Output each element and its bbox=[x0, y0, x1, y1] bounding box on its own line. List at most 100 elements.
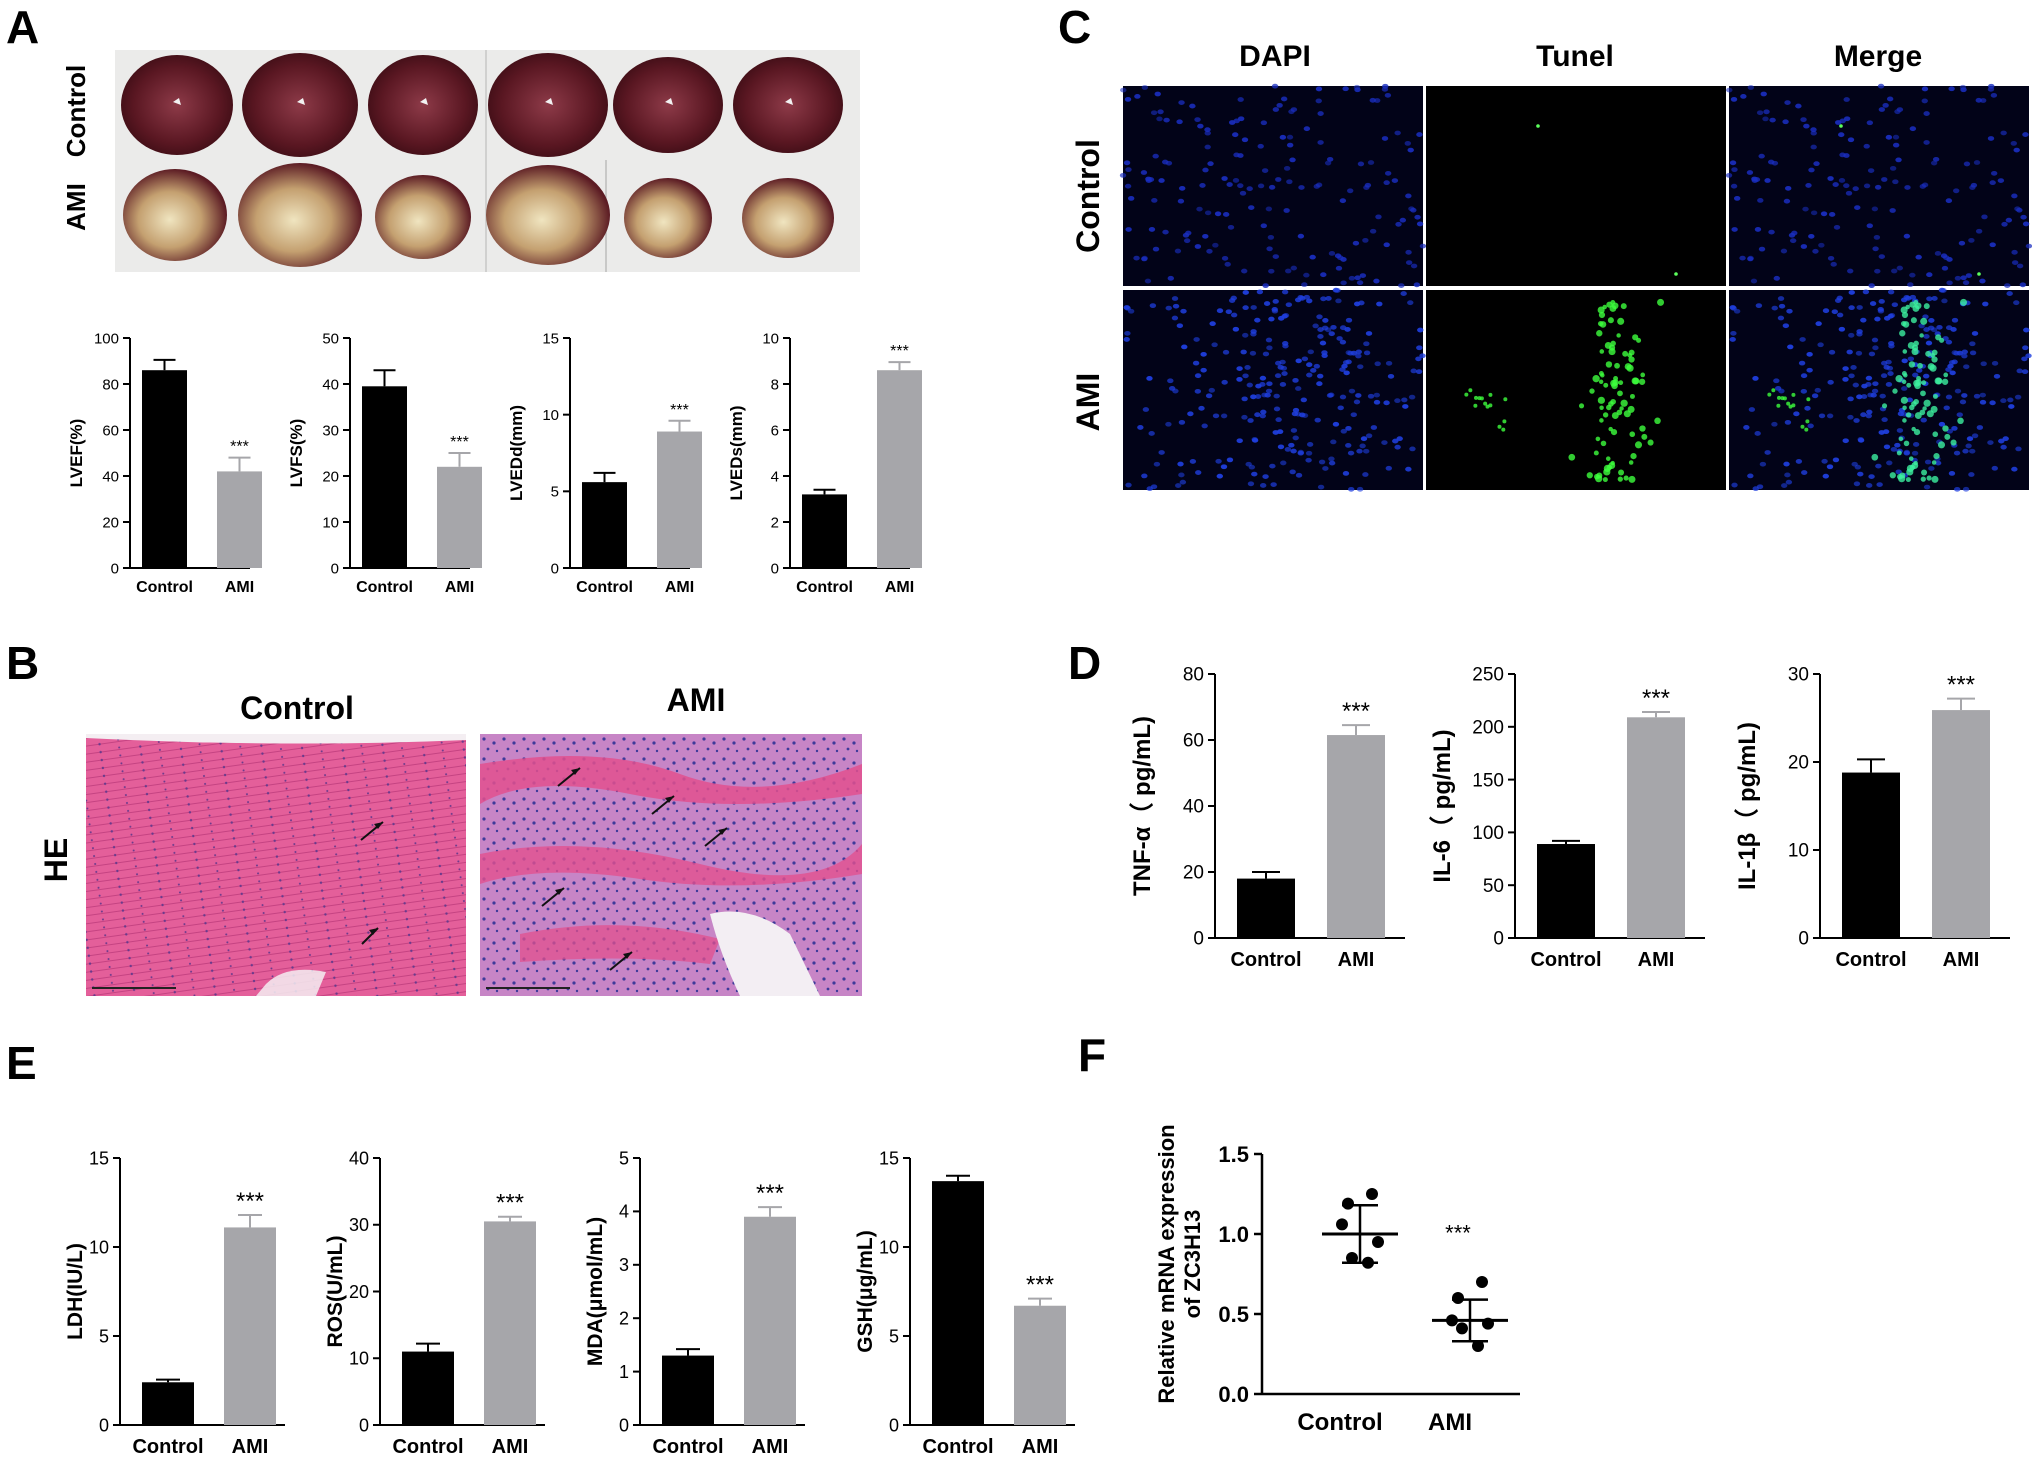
he-control-drawing bbox=[86, 734, 466, 996]
fluor-tile-merge-ami bbox=[1729, 287, 2032, 492]
e0-tick-label-2: 10 bbox=[89, 1237, 109, 1257]
d0-tick-label-1: 20 bbox=[1183, 863, 1204, 884]
e1-significance-ami: *** bbox=[496, 1190, 524, 1217]
e2-tick-label-5: 5 bbox=[619, 1148, 629, 1168]
a1-tick-label-5: 50 bbox=[322, 330, 339, 347]
fluor-tile-merge-control bbox=[1725, 83, 2032, 289]
d1-tick-label-5: 250 bbox=[1472, 665, 1504, 686]
e1-bar-control bbox=[402, 1351, 454, 1425]
a1-tick-label-2: 20 bbox=[322, 468, 339, 485]
a0-significance-ami: *** bbox=[230, 439, 249, 456]
a1-y-axis-label: LVFS(%) bbox=[287, 419, 306, 488]
chart-ros: 0 10 20 30 40 Control AMI *** ROS(U/mL) bbox=[324, 1148, 545, 1458]
d2-tick-label-0: 0 bbox=[1798, 929, 1809, 950]
d1-tick-label-3: 150 bbox=[1472, 770, 1504, 791]
a2-significance-ami: *** bbox=[670, 402, 689, 419]
d1-tick-label-0: 0 bbox=[1493, 929, 1504, 950]
a0-tick-label-5: 100 bbox=[94, 330, 119, 347]
a2-category-label-ami: AMI bbox=[665, 579, 694, 596]
a3-tick-label-3: 6 bbox=[771, 422, 779, 439]
e2-bar-control bbox=[662, 1355, 714, 1425]
e2-significance-ami: *** bbox=[756, 1180, 784, 1207]
a3-tick-label-2: 4 bbox=[771, 468, 779, 485]
f-tick-label-2: 1.0 bbox=[1218, 1222, 1249, 1247]
d0-y-axis-label: TNF-α（ pg/mL) bbox=[1129, 716, 1156, 896]
col-label-ami-b: AMI bbox=[666, 682, 726, 718]
e0-significance-ami: *** bbox=[236, 1188, 264, 1215]
f-point-control-4 bbox=[1346, 1252, 1358, 1264]
d0-tick-label-4: 80 bbox=[1183, 665, 1204, 686]
e2-category-label-control: Control bbox=[652, 1436, 723, 1458]
d1-tick-label-1: 50 bbox=[1483, 876, 1504, 897]
d1-y-axis-label: IL-6（ pg/mL) bbox=[1429, 729, 1456, 882]
a1-tick-label-0: 0 bbox=[331, 560, 339, 577]
a1-tick-label-4: 40 bbox=[322, 376, 339, 393]
he-control-image bbox=[86, 734, 466, 996]
d2-tick-label-3: 30 bbox=[1788, 665, 1809, 686]
e2-tick-label-4: 4 bbox=[619, 1202, 629, 1222]
f-point-control-1 bbox=[1342, 1197, 1354, 1210]
row-label-control-c: Control bbox=[1070, 139, 1106, 253]
row-label-ami-c: AMI bbox=[1070, 372, 1106, 432]
e3-tick-label-1: 5 bbox=[889, 1326, 899, 1346]
a3-significance-ami: *** bbox=[890, 343, 909, 360]
chart-tnf-alpha: 0 20 40 60 80 Control AMI *** TNF-α（ pg/mL) bbox=[1129, 665, 1405, 971]
e1-y-axis-label: ROS(U/mL) bbox=[324, 1236, 347, 1348]
a0-bar-control bbox=[142, 370, 187, 568]
d0-tick-label-0: 0 bbox=[1193, 929, 1204, 950]
e2-tick-label-3: 3 bbox=[619, 1255, 629, 1275]
e2-category-label-ami: AMI bbox=[752, 1436, 789, 1458]
e1-tick-label-4: 40 bbox=[349, 1148, 369, 1168]
chart-gsh: 0 5 10 15 Control AMI *** GSH(μg/mL) bbox=[854, 1148, 1075, 1458]
a1-significance-ami: *** bbox=[450, 434, 469, 451]
d2-bar-control bbox=[1842, 772, 1900, 938]
d1-tick-label-4: 200 bbox=[1472, 717, 1504, 738]
d2-tick-label-1: 10 bbox=[1788, 841, 1809, 862]
f-point-control-2 bbox=[1336, 1218, 1348, 1231]
d0-bar-ami bbox=[1327, 735, 1385, 938]
chart-lveds: 0 2 4 6 8 10 Control AMI *** LVEDs(mm) bbox=[727, 330, 922, 596]
e2-tick-label-1: 1 bbox=[619, 1362, 629, 1382]
a3-tick-label-5: 10 bbox=[762, 330, 779, 347]
e3-tick-label-3: 15 bbox=[879, 1148, 899, 1168]
f-point-ami-0 bbox=[1476, 1276, 1488, 1288]
a2-tick-label-2: 10 bbox=[542, 407, 559, 424]
a1-bar-control bbox=[362, 386, 407, 568]
f-point-ami-4 bbox=[1456, 1322, 1468, 1335]
a3-category-label-ami: AMI bbox=[885, 579, 914, 596]
chart-zc3h13-expression: 0.0 0.5 1.0 1.5 Control AMI *** Relative mRNA e… bbox=[1154, 1124, 1520, 1436]
fluor-tile-tunel-control bbox=[1426, 86, 1726, 286]
a3-y-axis-label: LVEDs(mm) bbox=[727, 405, 746, 500]
a1-tick-label-3: 30 bbox=[322, 422, 339, 439]
e0-y-axis-label: LDH(IU/L) bbox=[64, 1243, 87, 1340]
a2-tick-label-1: 5 bbox=[551, 484, 559, 501]
a0-category-label-ami: AMI bbox=[225, 579, 254, 596]
e3-significance-ami: *** bbox=[1026, 1272, 1054, 1299]
f-point-ami-5 bbox=[1472, 1340, 1484, 1352]
d1-bar-ami bbox=[1627, 717, 1685, 938]
e3-tick-label-2: 10 bbox=[879, 1237, 899, 1257]
fluor-tile-tunel-ami bbox=[1426, 290, 1726, 490]
a3-bar-ami bbox=[877, 370, 922, 568]
e2-tick-label-0: 0 bbox=[619, 1415, 629, 1435]
d0-bar-control bbox=[1237, 878, 1295, 938]
e2-bar-ami bbox=[744, 1216, 796, 1425]
e3-bar-control bbox=[932, 1181, 984, 1425]
d2-tick-label-2: 20 bbox=[1788, 753, 1809, 774]
e3-category-label-ami: AMI bbox=[1022, 1436, 1059, 1458]
col-label-merge: Merge bbox=[1833, 40, 1923, 73]
d2-significance-ami: *** bbox=[1947, 672, 1975, 699]
e3-category-label-control: Control bbox=[922, 1436, 993, 1458]
a1-bar-ami bbox=[437, 466, 482, 568]
d2-category-label-control: Control bbox=[1835, 949, 1906, 971]
col-label-tunel: Tunel bbox=[1536, 40, 1614, 73]
a1-category-label-ami: AMI bbox=[445, 579, 474, 596]
fluor-tile-dapi-control bbox=[1119, 83, 1427, 289]
a3-tick-label-0: 0 bbox=[771, 560, 779, 577]
a0-y-axis-label: LVEF(%) bbox=[67, 419, 86, 488]
a0-tick-label-3: 60 bbox=[102, 422, 119, 439]
d0-category-label-control: Control bbox=[1230, 949, 1301, 971]
e1-tick-label-3: 30 bbox=[349, 1215, 369, 1235]
chart-il-1beta: 0 10 20 30 Control AMI *** IL-1β（ pg/mL) bbox=[1734, 665, 2010, 971]
e0-category-label-ami: AMI bbox=[232, 1436, 269, 1458]
